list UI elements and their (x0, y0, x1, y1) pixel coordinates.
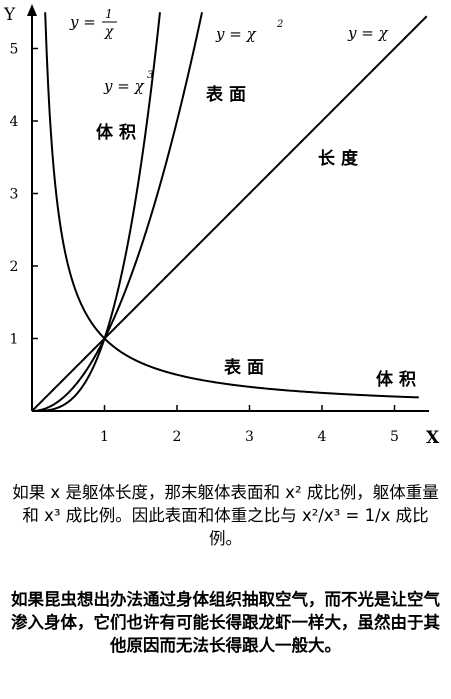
curve-labels: y = 1 χ y = χ 3 y = χ 2 y = χ (69, 7, 389, 95)
square-curve-label: y = χ 2 (215, 19, 283, 43)
square-curve-label-exponent: 2 (276, 19, 283, 30)
x-tick-label: 4 (318, 429, 327, 445)
annotation-volume-upper: 体积 (96, 122, 142, 143)
caption-paragraph-1: 如果 x 是躯体长度，那末躯体表面和 x² 成比例，躯体重量和 x³ 成比例。因… (12, 483, 439, 548)
axes: Y X (3, 4, 440, 448)
x-tick-label: 1 (100, 429, 109, 445)
annotation-length: 长度 (318, 148, 364, 169)
x-tick-label: 5 (390, 429, 399, 445)
inverse-curve (44, 12, 419, 399)
cube-curve-label-text: y = χ (103, 77, 145, 95)
cube-curve (32, 12, 161, 412)
inverse-curve-label-numerator: 1 (105, 7, 113, 21)
annotation-surface-upper: 表面 (206, 84, 252, 105)
x-axis-label: X (426, 428, 440, 448)
y-tick-label: 1 (10, 332, 19, 348)
curves (31, 12, 428, 412)
caption-paragraph-2: 如果昆虫想出办法通过身体组织抽取空气，而不光是让空气渗入身体，它们也许有可能长得… (11, 590, 440, 655)
y-tick-label: 5 (10, 42, 19, 58)
y-axis-label: Y (3, 5, 16, 25)
inverse-curve-label-denominator: χ (104, 24, 115, 40)
y-tick-label: 4 (10, 114, 19, 130)
inverse-curve-label-lhs: y = (69, 13, 96, 31)
ticks: 1 2 3 4 5 1 2 3 4 5 (10, 42, 399, 446)
x-tick-label: 3 (245, 429, 254, 445)
x-tick-label: 2 (173, 429, 182, 445)
square-curve-label-text: y = χ (215, 25, 257, 43)
cube-curve-label: y = χ 3 (103, 70, 153, 95)
square-curve (31, 12, 204, 412)
y-tick-label: 2 (10, 259, 19, 275)
annotations: 体积 表面 长度 表面 体积 (96, 84, 422, 390)
scaling-law-chart: Y X 1 2 3 4 5 1 2 3 4 5 y = 1 χ y = χ 3 y = χ 2 y… (3, 4, 440, 448)
y-axis-arrow (27, 4, 37, 16)
inverse-curve-label: y = 1 χ (69, 7, 117, 40)
annotation-surface-lower: 表面 (224, 357, 270, 378)
linear-curve-label: y = χ (347, 24, 389, 42)
cube-curve-label-exponent: 3 (147, 70, 153, 81)
y-tick-label: 3 (10, 187, 19, 203)
linear-curve (31, 15, 428, 412)
annotation-volume-lower: 体积 (376, 369, 422, 390)
